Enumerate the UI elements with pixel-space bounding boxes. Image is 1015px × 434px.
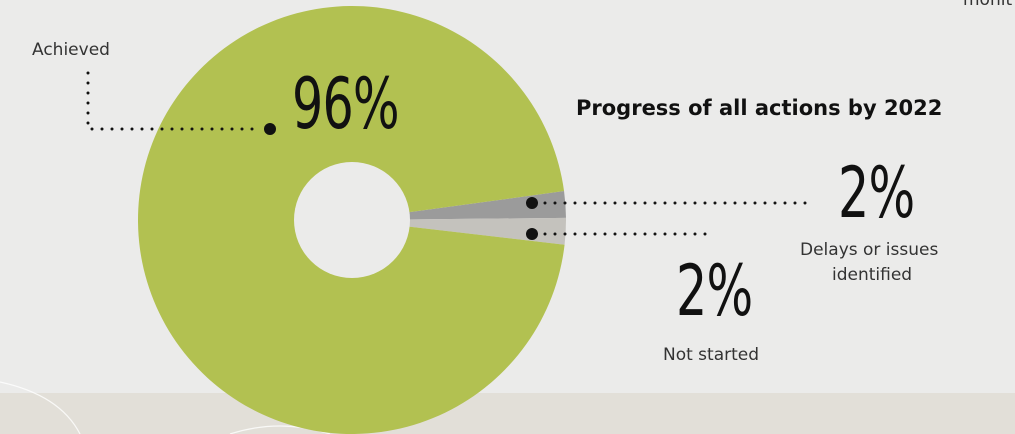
delays-label-line2: identified xyxy=(832,265,913,285)
achieved-label: Achieved xyxy=(32,40,110,60)
achieved-percent: 96% xyxy=(292,63,400,145)
delays-percent: 2% xyxy=(838,152,915,234)
donut-hole xyxy=(294,162,410,278)
leader-achieved xyxy=(86,71,264,131)
header-fragment: monit xyxy=(963,0,1013,10)
delays-label-line1: Delays or issues xyxy=(800,240,939,260)
chart-title: Progress of all actions by 2022 xyxy=(576,96,943,120)
not-started-label: Not started xyxy=(663,345,760,365)
leader-dot-delays xyxy=(526,197,538,209)
leader-dot-achieved xyxy=(264,123,276,135)
leader-dot-not-started xyxy=(526,228,538,240)
not-started-percent: 2% xyxy=(676,250,753,332)
leader-lines xyxy=(86,71,817,240)
footer-band xyxy=(0,393,1015,434)
